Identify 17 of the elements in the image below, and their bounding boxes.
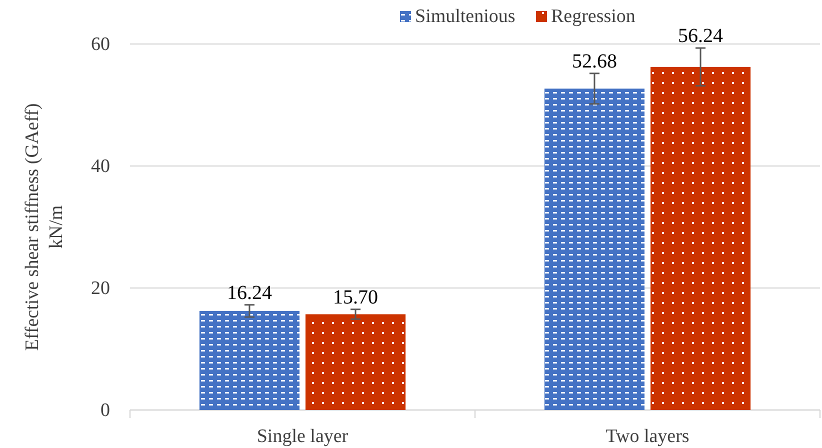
data-label: 16.24 [226,282,272,304]
data-label: 15.70 [333,286,378,308]
y-tick-label: 0 [100,400,110,421]
bar [650,66,751,410]
data-label: 52.68 [572,50,617,72]
legend-label: Regression [551,6,636,27]
y-tick-label: 60 [91,34,110,55]
bar [544,88,644,410]
y-tick-label: 20 [91,278,110,299]
x-tick-label: Two layers [606,426,690,447]
bar [306,314,406,410]
x-tick-label: Single layer [256,426,349,447]
data-label: 56.24 [678,25,724,48]
bar [199,310,300,410]
legend-label: Simultenious [415,6,516,27]
y-axis-title: Effective shear stiffness (GAeff) kN/m [22,103,67,351]
y-tick-label: 40 [91,156,110,177]
